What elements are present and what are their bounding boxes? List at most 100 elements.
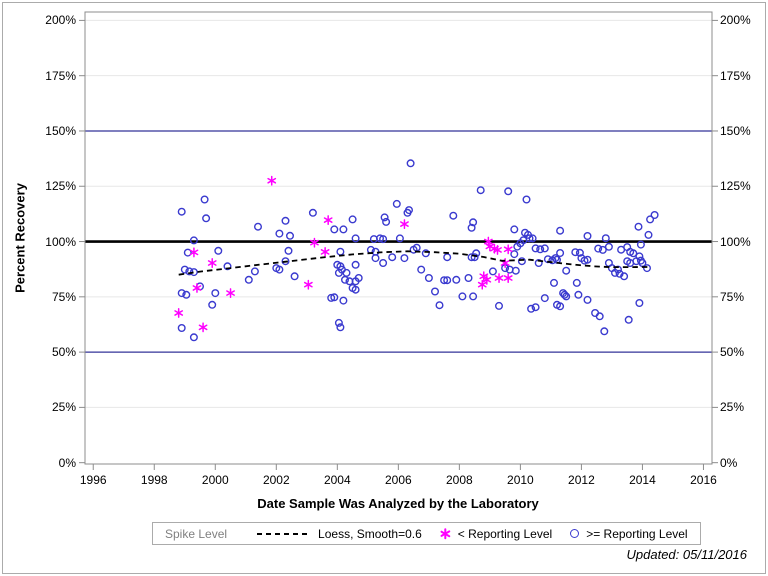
data-point-circle: [583, 255, 592, 264]
data-point-circle: [469, 292, 478, 301]
data-point-circle: [469, 218, 478, 227]
data-point-asterisk: [174, 308, 184, 318]
data-point-circle: [550, 278, 559, 287]
y-tick-label-left: 175%: [45, 68, 76, 83]
data-point-circle: [583, 295, 592, 304]
data-point-circle: [470, 253, 479, 262]
data-point-circle: [281, 257, 290, 266]
data-point-asterisk: [494, 273, 504, 283]
data-point-circle: [452, 275, 461, 284]
data-point-asterisk: [483, 236, 493, 247]
dashed-line-icon: [257, 532, 312, 535]
x-tick-label: 2010: [507, 473, 534, 487]
data-point-circle: [467, 223, 476, 232]
data-point-circle: [351, 234, 360, 243]
data-point-circle: [406, 159, 415, 168]
data-point-circle: [467, 253, 476, 262]
data-point-circle: [636, 240, 645, 249]
data-point-asterisk: [198, 322, 208, 333]
data-point-asterisk: [310, 237, 319, 248]
data-point-circle: [464, 274, 473, 283]
data-point-circle: [405, 206, 414, 215]
legend-entry-below-reporting: < Reporting Level: [440, 527, 552, 541]
legend-entry-loess: Loess, Smooth=0.6: [257, 527, 422, 541]
y-tick-label-left: 100%: [45, 234, 76, 249]
data-point-circle: [177, 289, 186, 298]
data-point-circle: [388, 253, 397, 262]
data-point-circle: [572, 278, 581, 287]
data-point-circle: [650, 210, 659, 219]
data-point-circle: [560, 290, 569, 299]
data-point-circle: [308, 208, 317, 217]
data-point-circle: [336, 247, 345, 256]
data-point-circle: [540, 294, 549, 303]
x-tick-label: 2016: [690, 473, 717, 487]
data-point-asterisk: [192, 283, 202, 293]
data-point-circle: [244, 275, 253, 284]
data-point-circle: [400, 254, 409, 263]
data-point-circle: [443, 276, 452, 285]
y-tick-label-right: 125%: [720, 179, 751, 194]
data-point-circle: [634, 222, 643, 231]
data-point-asterisk: [303, 279, 313, 290]
data-point-circle: [351, 277, 360, 286]
data-point-circle: [348, 215, 357, 224]
data-point-circle: [382, 217, 391, 226]
data-point-circle: [250, 267, 259, 276]
data-point-circle: [504, 187, 513, 196]
y-tick-label-right: 25%: [720, 400, 745, 415]
data-point-circle: [180, 265, 189, 274]
data-point-asterisk: [320, 246, 330, 257]
data-point-circle: [443, 253, 452, 262]
data-point-circle: [522, 195, 531, 204]
x-tick-label: 2004: [323, 473, 351, 487]
data-point-circle: [562, 292, 571, 301]
data-point-circle: [527, 304, 536, 313]
data-point-circle: [488, 267, 497, 276]
data-point-circle: [371, 254, 380, 263]
circle-marker-icon: [570, 529, 580, 538]
legend-entry-at-above-reporting: >= Reporting Level: [570, 527, 688, 541]
data-point-circle: [208, 300, 217, 309]
x-tick-label: 2002: [262, 473, 290, 487]
data-point-asterisk: [226, 288, 235, 299]
x-tick-label: 1996: [79, 473, 107, 487]
data-point-circle: [458, 292, 467, 301]
data-point-circle: [531, 244, 540, 253]
data-point-circle: [556, 248, 565, 257]
x-axis-title: Date Sample Was Analyzed by the Laborato…: [257, 496, 539, 511]
data-point-circle: [511, 266, 520, 275]
data-point-circle: [334, 318, 343, 327]
data-point-circle: [330, 293, 339, 302]
x-tick-label: 2012: [568, 473, 595, 487]
data-point-circle: [562, 266, 571, 275]
y-tick-label-right: 100%: [720, 234, 751, 249]
x-tick-label: 2000: [201, 473, 229, 487]
y-tick-label-right: 75%: [720, 289, 745, 304]
x-tick-label: 2006: [384, 473, 412, 487]
data-point-circle: [600, 327, 609, 336]
data-point-circle: [571, 248, 580, 257]
y-tick-label-right: 50%: [720, 345, 745, 360]
data-point-asterisk: [267, 175, 277, 186]
data-point-circle: [409, 245, 418, 254]
data-point-circle: [644, 230, 653, 239]
data-point-asterisk: [323, 215, 333, 226]
data-point-circle: [200, 195, 209, 204]
data-point-circle: [583, 231, 592, 240]
data-point-circle: [591, 309, 600, 318]
data-point-circle: [275, 229, 284, 238]
y-tick-label-left: 75%: [51, 289, 76, 304]
data-point-circle: [431, 287, 440, 296]
data-point-asterisk: [482, 274, 492, 285]
data-point-circle: [594, 244, 603, 253]
data-point-asterisk: [207, 258, 217, 268]
data-point-circle: [286, 231, 295, 240]
data-point-asterisk: [400, 219, 409, 230]
data-point-circle: [392, 199, 401, 208]
data-point-circle: [536, 245, 545, 254]
data-point-circle: [495, 301, 504, 310]
data-point-circle: [395, 234, 404, 243]
data-point-circle: [417, 265, 426, 274]
